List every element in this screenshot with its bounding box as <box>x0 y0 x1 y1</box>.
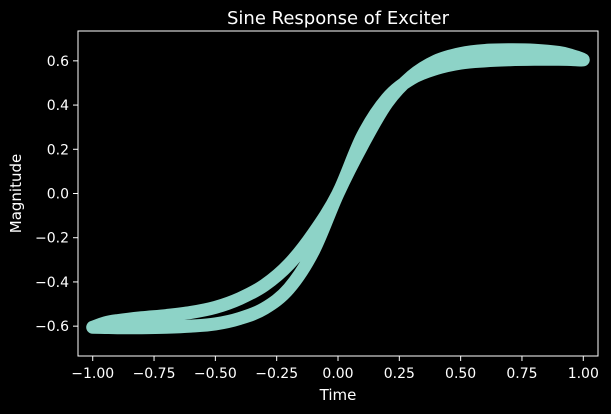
x-tick-label: 1.00 <box>568 366 599 382</box>
x-tick-label: 0.50 <box>445 366 476 382</box>
y-tick-label: −0.4 <box>35 275 69 291</box>
x-tick-label: −0.75 <box>133 366 176 382</box>
series-layer <box>86 43 590 335</box>
x-axis: −1.00 −0.75 −0.50 −0.25 0.00 0.25 0.50 0.75 1.00 <box>71 356 599 382</box>
y-axis: −0.6 −0.4 −0.2 0.0 0.2 0.4 0.6 <box>35 54 78 335</box>
x-tick-label: 0.75 <box>506 366 537 382</box>
y-tick-label: 0.0 <box>47 187 69 203</box>
x-tick-label: −0.50 <box>194 366 237 382</box>
chart-title: Sine Response of Exciter <box>227 8 450 29</box>
y-tick-label: 0.6 <box>47 54 69 70</box>
x-axis-label: Time <box>319 386 357 404</box>
x-tick-label: 0.00 <box>322 366 353 382</box>
x-tick-label: 0.25 <box>384 366 415 382</box>
y-tick-label: 0.2 <box>47 142 69 158</box>
y-axis-label: Magnitude <box>7 154 25 233</box>
plot-area <box>77 30 599 357</box>
y-tick-label: −0.2 <box>35 231 69 247</box>
y-tick-label: 0.4 <box>47 98 69 114</box>
x-tick-label: −1.00 <box>71 366 114 382</box>
x-tick-label: −0.25 <box>255 366 298 382</box>
series-line-0 <box>86 43 590 335</box>
y-tick-label: −0.6 <box>35 319 69 335</box>
